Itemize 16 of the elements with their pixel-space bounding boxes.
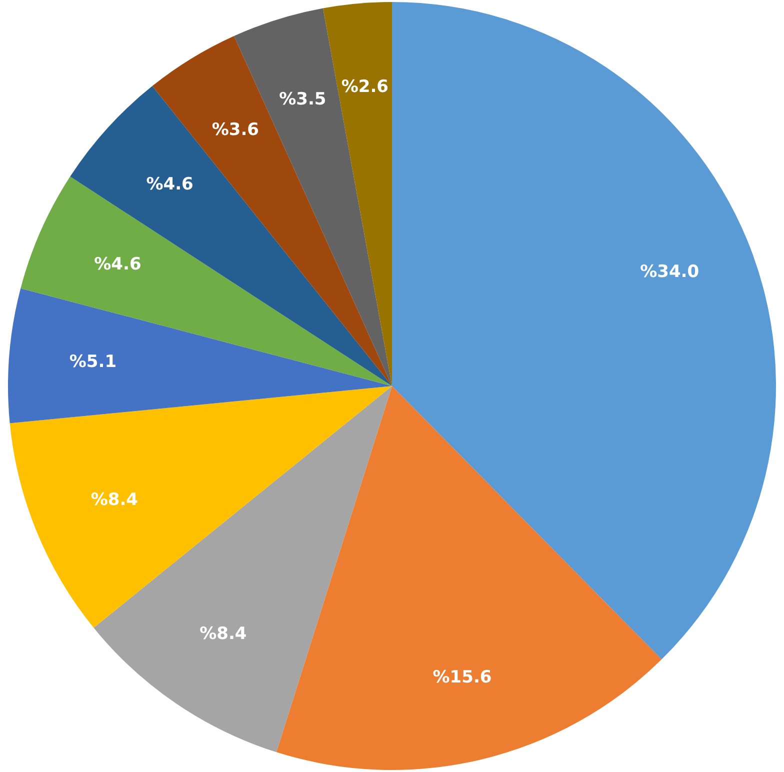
data-label: %3.6	[212, 120, 260, 140]
data-label: %15.6	[432, 668, 492, 688]
pie-slice	[20, 176, 392, 386]
data-label: %3.5	[279, 90, 326, 110]
pie-slice	[276, 386, 662, 770]
pie-slice	[94, 386, 392, 752]
data-label: %8.4	[90, 490, 138, 510]
pie-slice	[8, 288, 392, 424]
data-label: %4.6	[94, 254, 142, 274]
pie-slice	[392, 2, 776, 660]
data-label: %34.0	[640, 262, 700, 282]
pie-slice	[10, 386, 392, 628]
data-label: %4.6	[146, 174, 194, 194]
data-label: %5.1	[69, 352, 117, 372]
data-label: %2.6	[341, 77, 389, 98]
data-label: %8.4	[200, 624, 247, 644]
